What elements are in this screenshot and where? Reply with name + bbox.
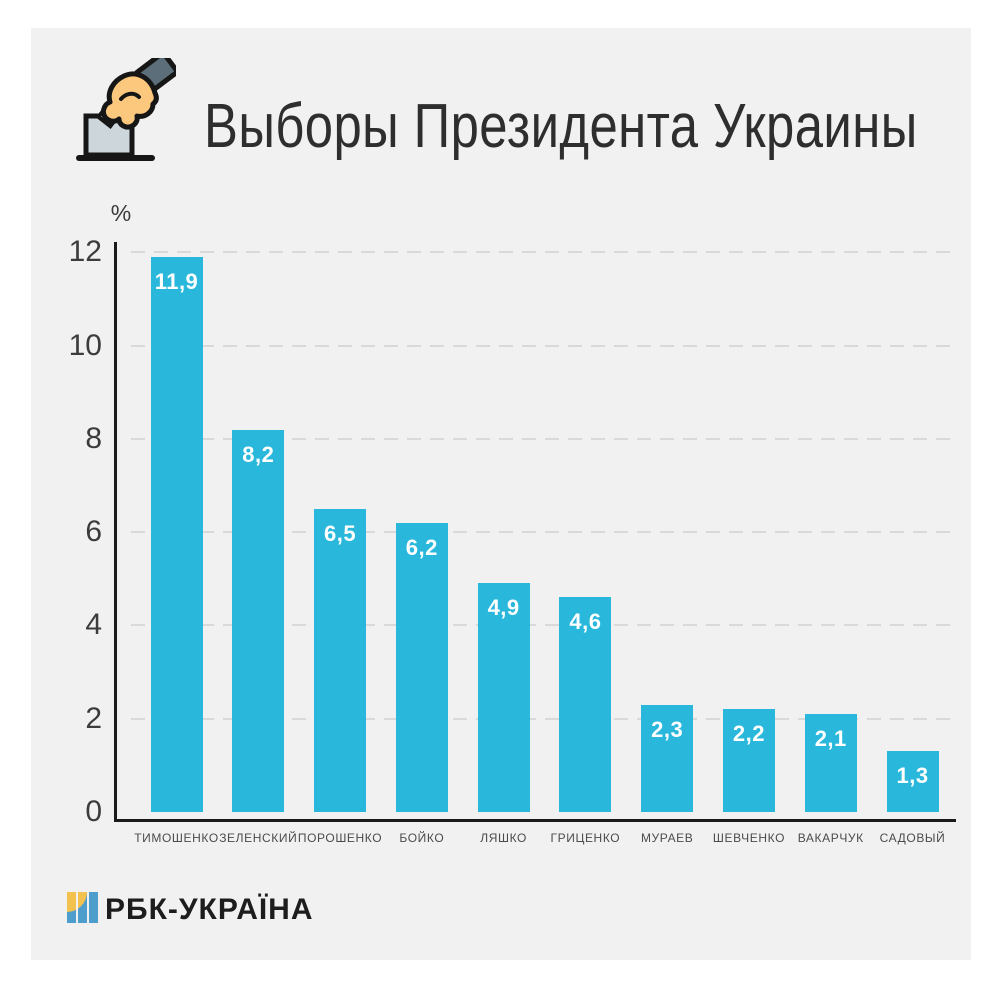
bar: 4,9 [477,583,530,812]
bar: 2,3 [641,704,694,812]
grid-line [131,344,956,347]
ballot-box-icon [76,58,176,161]
bar-value-label: 6,2 [405,534,438,560]
bar: 2,2 [722,709,775,812]
bar-category-label: ПОРОШЕНКО [297,831,383,845]
y-tick-label: 0 [85,795,102,828]
bar-category-label: МУРАЕВ [640,831,694,845]
bar: 1,3 [886,751,939,812]
y-tick-label: 4 [85,608,102,642]
grid-line [131,717,956,720]
bar: 2,1 [804,714,857,812]
bar-value-label: 2,1 [814,726,847,752]
y-axis-unit-label: % [110,200,132,226]
bar: 6,2 [395,522,448,812]
y-axis-line [114,242,117,822]
bar-value-label: 8,2 [242,441,275,467]
bar: 11,9 [150,256,203,812]
page-title: Выборы Президента Украины [204,92,918,161]
bar-value-label: 2,2 [732,721,765,747]
bar-category-label: ВАКАРЧУК [797,831,864,845]
x-axis-line [114,819,956,822]
bar: 8,2 [232,429,285,812]
bar-value-label: 4,9 [487,595,520,621]
footer-logo [67,892,98,923]
bar-category-label: ЗЕЛЕНСКИЙ [219,831,298,845]
bar-value-label: 6,5 [324,520,357,546]
bar-category-label: САДОВЫЙ [879,831,946,845]
bar-category-label: ШЕВЧЕНКО [712,831,786,845]
y-tick-label: 10 [68,328,102,362]
y-tick-label: 8 [85,421,102,455]
rbc-logo-icon [67,892,98,923]
bar: 4,6 [559,597,612,812]
grid-line [131,531,956,534]
grid-line [131,437,956,440]
y-tick-label: 2 [85,701,102,735]
bar-category-label: ЛЯШКО [480,831,527,845]
bar-value-label: 1,3 [896,763,929,789]
y-tick-label: 6 [85,515,102,549]
bar-value-label: 2,3 [651,716,684,742]
bar: 6,5 [314,508,367,812]
bar-value-label: 11,9 [154,268,199,294]
y-tick-label: 12 [68,235,102,269]
grid-line [131,251,956,254]
bar-category-label: ГРИЦЕНКО [550,831,621,845]
bar-value-label: 4,6 [569,609,602,635]
bar-category-label: БОЙКО [399,831,445,845]
rbc-logo-text: РБК-УКРАЇНА [105,893,314,926]
grid-line [131,624,956,627]
bar-category-label: ТИМОШЕНКО [134,831,219,845]
